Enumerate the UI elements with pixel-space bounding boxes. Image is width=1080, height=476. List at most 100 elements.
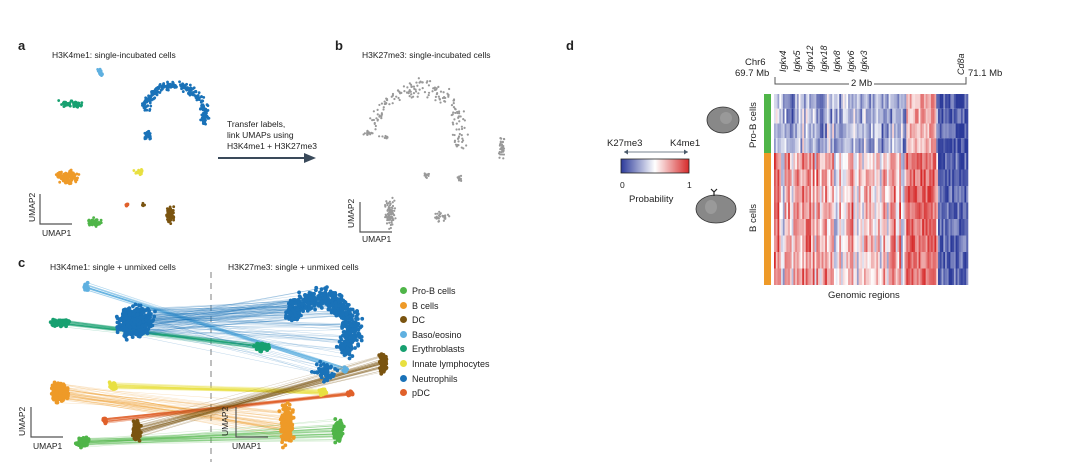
heatmap-cell bbox=[846, 138, 849, 153]
scatter-point bbox=[502, 146, 505, 150]
heatmap-cell bbox=[798, 186, 801, 203]
heatmap-cell bbox=[812, 235, 815, 252]
umap-link bbox=[105, 394, 350, 423]
umap-link bbox=[114, 385, 323, 393]
heatmap-cell bbox=[796, 108, 799, 124]
heatmap-cell bbox=[923, 252, 926, 269]
scatter-point bbox=[372, 118, 375, 122]
scatter-point bbox=[328, 365, 333, 370]
heatmap-cell bbox=[832, 138, 835, 153]
heatmap-cell bbox=[781, 108, 784, 124]
umap-link bbox=[136, 361, 384, 438]
heatmap-cell bbox=[775, 235, 778, 252]
heatmap-cell bbox=[828, 186, 831, 203]
heatmap-cell bbox=[788, 219, 791, 236]
heatmap-cell bbox=[819, 186, 822, 203]
heatmap-cell bbox=[888, 138, 891, 153]
heatmap-cell bbox=[897, 268, 900, 285]
heatmap-cell bbox=[782, 252, 785, 269]
scatter-point bbox=[389, 218, 392, 221]
scatter-point bbox=[287, 402, 292, 407]
heatmap-cell bbox=[920, 219, 923, 236]
heatmap-cell bbox=[814, 202, 817, 219]
heatmap-cell bbox=[895, 235, 898, 252]
heatmap-cell bbox=[867, 219, 870, 236]
scatter-point bbox=[127, 310, 132, 314]
heatmap-cell bbox=[800, 169, 803, 186]
umap-link bbox=[85, 284, 344, 371]
heatmap-cell bbox=[913, 186, 916, 203]
heatmap-cell bbox=[839, 153, 842, 170]
heatmap-cell bbox=[863, 138, 867, 153]
heatmap-cell bbox=[885, 268, 888, 285]
heatmap-cell bbox=[855, 153, 858, 170]
heatmap-cell bbox=[865, 268, 868, 285]
heatmap-cell bbox=[858, 268, 861, 285]
scatter-point bbox=[132, 319, 137, 324]
scatter-point bbox=[334, 303, 338, 308]
scatter-point bbox=[408, 82, 411, 85]
scatter-point bbox=[58, 180, 62, 184]
umap-link bbox=[150, 321, 349, 345]
umap-link bbox=[139, 310, 340, 336]
umap-link bbox=[85, 287, 348, 370]
heatmap-cell bbox=[841, 268, 844, 285]
heatmap-cell bbox=[811, 153, 814, 170]
scatter-point bbox=[251, 343, 256, 348]
umap-link bbox=[135, 328, 351, 342]
scatter-point bbox=[426, 80, 429, 83]
heatmap-cell bbox=[904, 94, 907, 109]
heatmap-cell bbox=[839, 138, 842, 153]
scatter-point bbox=[460, 179, 463, 182]
scatter-point bbox=[302, 298, 307, 303]
heatmap-cell bbox=[803, 202, 807, 219]
heatmap-cell bbox=[795, 94, 798, 109]
scatter-point bbox=[62, 172, 66, 176]
scatter-point bbox=[101, 73, 104, 76]
heatmap-cell bbox=[789, 202, 792, 219]
scatter-point bbox=[340, 321, 345, 325]
heatmap-cell bbox=[814, 268, 817, 285]
scatter-point bbox=[498, 156, 501, 159]
scatter-point bbox=[452, 111, 455, 114]
scatter-point bbox=[421, 81, 424, 84]
umap-link bbox=[133, 367, 383, 432]
heatmap-cell bbox=[855, 169, 858, 186]
heatmap-cell bbox=[871, 169, 874, 186]
umap-link bbox=[145, 307, 310, 320]
heatmap-cell bbox=[881, 268, 884, 285]
heatmap-cell bbox=[872, 94, 875, 109]
heatmap-cell bbox=[832, 235, 835, 252]
scatter-point bbox=[435, 88, 438, 91]
heatmap-cell bbox=[798, 169, 801, 186]
heatmap-cell bbox=[807, 268, 810, 285]
scatter-point bbox=[463, 119, 466, 122]
heatmap-cell bbox=[779, 138, 782, 153]
heatmap-cell bbox=[913, 153, 916, 170]
scatter-point bbox=[353, 336, 357, 341]
umap-link bbox=[137, 316, 326, 368]
scatter-point bbox=[369, 117, 372, 120]
heatmap-cell bbox=[849, 268, 852, 285]
umap-link bbox=[53, 321, 269, 348]
heatmap-cell bbox=[855, 252, 858, 269]
heatmap-cell bbox=[782, 94, 785, 109]
umap-link bbox=[113, 387, 323, 394]
heatmap-cell bbox=[909, 123, 912, 139]
umap-link bbox=[145, 286, 327, 320]
heatmap-cell bbox=[844, 169, 847, 186]
heatmap-cell bbox=[786, 219, 789, 236]
heatmap-cell bbox=[858, 138, 861, 153]
heatmap-cell bbox=[886, 123, 889, 139]
heatmap-cell bbox=[828, 252, 831, 269]
umap-link bbox=[126, 310, 345, 314]
umap-link bbox=[137, 354, 384, 433]
umap-link bbox=[64, 391, 293, 413]
scatter-point bbox=[301, 308, 305, 313]
heatmap-cell bbox=[879, 186, 882, 203]
scatter-point bbox=[342, 339, 347, 344]
heatmap-cell bbox=[791, 186, 794, 203]
heatmap-cell bbox=[922, 138, 925, 153]
heatmap-cell bbox=[812, 123, 815, 139]
scatter-point bbox=[192, 93, 195, 97]
